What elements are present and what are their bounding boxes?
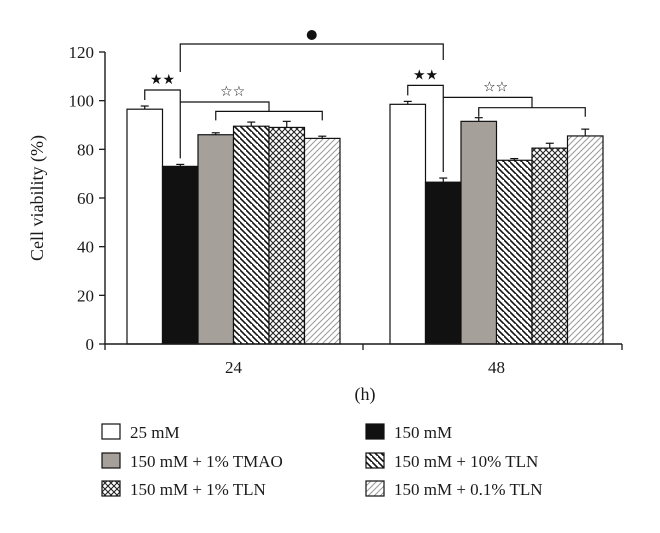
y-tick-label: 20	[77, 286, 94, 305]
bar	[389, 103, 427, 345]
y-tick-label: 60	[77, 189, 94, 208]
legend-label: 150 mM + 0.1% TLN	[394, 480, 543, 499]
bar	[303, 137, 341, 345]
legend-swatch	[365, 480, 385, 497]
bracket-control-vs-150mm	[144, 89, 181, 159]
y-tick-label: 80	[77, 140, 94, 159]
legend-label: 150 mM + 1% TMAO	[130, 452, 283, 471]
legend-swatch	[101, 480, 121, 497]
bar	[268, 126, 306, 345]
bracket-control-vs-150mm	[407, 84, 444, 173]
marker-dot	[306, 30, 317, 40]
marker-stars: ★★	[150, 72, 175, 88]
plot-area	[126, 100, 604, 345]
marker-open-stars: ☆☆	[483, 79, 508, 95]
x-tick-label: 24	[225, 358, 243, 377]
legend-label: 150 mM + 10% TLN	[394, 452, 538, 471]
bracket-150mm-vs-treatments	[443, 96, 533, 108]
bar	[424, 181, 462, 345]
marker-open-stars: ☆☆	[220, 84, 245, 100]
legend: 25 mM 150 mM 150 mM + 1% TMAO 150 mM + 10% …	[101, 423, 543, 499]
bar	[495, 159, 533, 345]
bracket-treatments	[215, 110, 323, 121]
bar	[232, 125, 270, 345]
y-tick-label: 120	[69, 43, 95, 62]
legend-label: 150 mM + 1% TLN	[130, 480, 266, 499]
bracket-treatments	[478, 107, 586, 117]
legend-swatch	[101, 423, 121, 440]
bar	[126, 108, 164, 345]
bracket-between-times	[179, 43, 444, 72]
bar	[197, 134, 235, 345]
y-tick-label: 0	[86, 335, 95, 354]
bar	[460, 120, 498, 345]
legend-label: 150 mM	[394, 423, 452, 442]
x-axis-title: (h)	[355, 384, 376, 405]
bar	[531, 147, 569, 345]
legend-swatch	[365, 452, 385, 469]
x-tick-label: 48	[488, 358, 505, 377]
marker-stars: ★★	[413, 67, 438, 83]
legend-swatch	[365, 423, 385, 440]
legend-swatch	[101, 452, 121, 469]
y-axis-title: Cell viability (%)	[27, 135, 48, 261]
y-tick-label: 40	[77, 238, 94, 257]
bar	[161, 165, 199, 345]
axes: 0 20 40 60 80 100 120 24 48	[69, 43, 623, 377]
bar	[566, 135, 604, 345]
significance-annotations: ★★ ☆☆ ★★ ☆☆	[144, 30, 586, 173]
y-tick-label: 100	[69, 92, 95, 111]
bracket-150mm-vs-treatments	[180, 101, 270, 112]
legend-label: 25 mM	[130, 423, 180, 442]
